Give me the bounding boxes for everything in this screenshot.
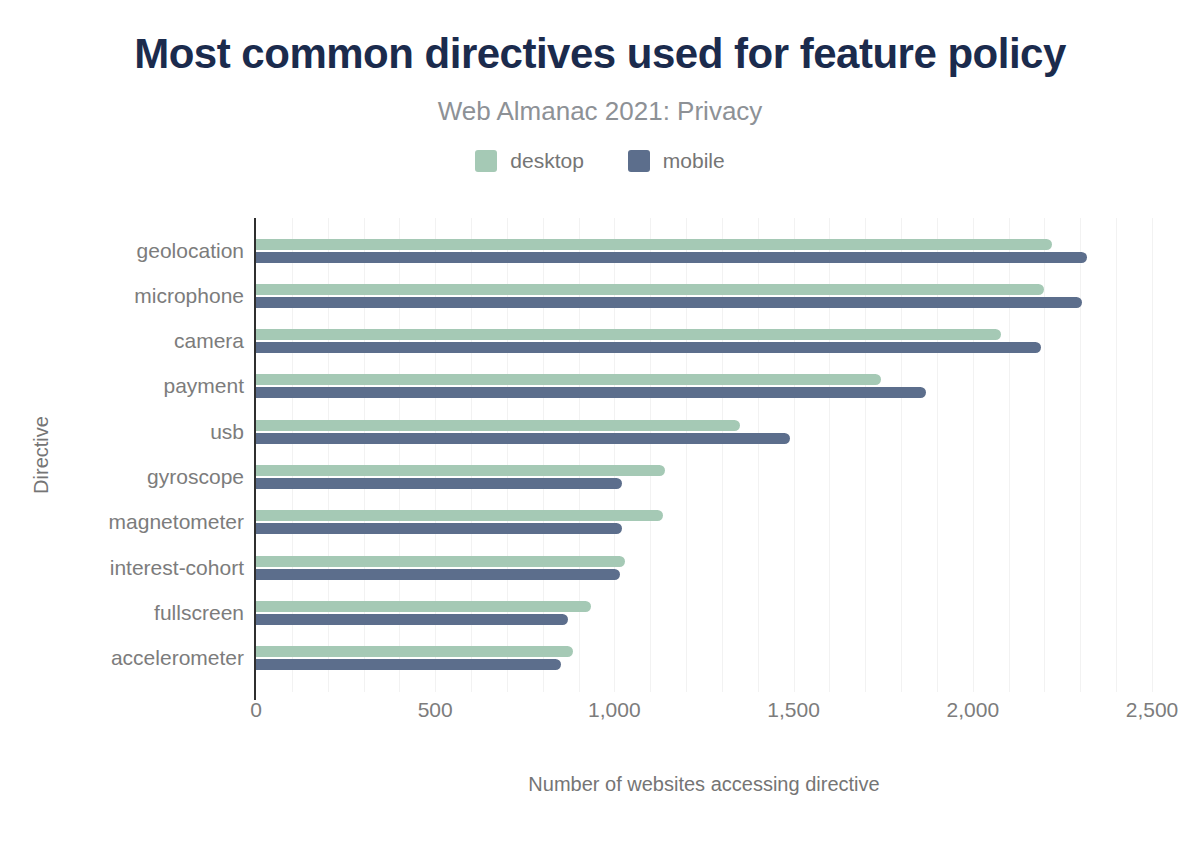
- y-axis-labels: geolocation microphone camera payment usb gyr…: [0, 218, 244, 692]
- category-label-interest-cohort: interest-cohort: [0, 554, 244, 582]
- legend: desktop mobile: [0, 149, 1200, 173]
- category-label-payment: payment: [0, 372, 244, 400]
- legend-item-mobile: mobile: [628, 149, 725, 173]
- category-label-microphone: microphone: [0, 282, 244, 310]
- bar-mobile-gyroscope: [256, 478, 622, 489]
- category-label-magnetometer: magnetometer: [0, 508, 244, 536]
- x-axis-ticks: 05001,0001,5002,0002,500: [256, 698, 1152, 728]
- category-label-geolocation: geolocation: [0, 237, 244, 265]
- bar-mobile-microphone: [256, 297, 1082, 308]
- gridline: [1152, 218, 1153, 692]
- bar-desktop-payment: [256, 374, 881, 385]
- bar-mobile-accelerometer: [256, 659, 561, 670]
- legend-label-mobile: mobile: [663, 149, 725, 173]
- chart-title: Most common directives used for feature …: [0, 30, 1200, 78]
- bar-mobile-magnetometer: [256, 523, 622, 534]
- desktop-swatch-icon: [475, 150, 497, 172]
- plot-area: [256, 218, 1152, 692]
- bar-mobile-payment: [256, 387, 926, 398]
- bar-mobile-fullscreen: [256, 614, 568, 625]
- chart-subtitle: Web Almanac 2021: Privacy: [0, 96, 1200, 127]
- bar-desktop-microphone: [256, 284, 1044, 295]
- mobile-swatch-icon: [628, 150, 650, 172]
- gridline: [1116, 218, 1117, 692]
- legend-item-desktop: desktop: [475, 149, 584, 173]
- x-tick-1500: 1,500: [767, 698, 820, 722]
- bar-desktop-magnetometer: [256, 510, 663, 521]
- x-tick-0: 0: [250, 698, 262, 722]
- category-label-fullscreen: fullscreen: [0, 599, 244, 627]
- bar-desktop-geolocation: [256, 239, 1052, 250]
- bar-desktop-interest-cohort: [256, 556, 625, 567]
- bar-desktop-usb: [256, 420, 740, 431]
- bar-desktop-camera: [256, 329, 1001, 340]
- bar-mobile-usb: [256, 433, 790, 444]
- x-axis-title: Number of websites accessing directive: [528, 773, 879, 796]
- category-label-camera: camera: [0, 327, 244, 355]
- gridline: [1080, 218, 1081, 692]
- bar-mobile-camera: [256, 342, 1041, 353]
- bar-desktop-fullscreen: [256, 601, 591, 612]
- category-label-gyroscope: gyroscope: [0, 463, 244, 491]
- gridline: [1044, 218, 1045, 692]
- x-tick-2000: 2,000: [947, 698, 1000, 722]
- legend-label-desktop: desktop: [510, 149, 584, 173]
- x-tick-1000: 1,000: [588, 698, 641, 722]
- x-tick-2500: 2,500: [1126, 698, 1179, 722]
- bar-desktop-gyroscope: [256, 465, 665, 476]
- category-label-usb: usb: [0, 418, 244, 446]
- category-label-accelerometer: accelerometer: [0, 644, 244, 672]
- bar-mobile-geolocation: [256, 252, 1087, 263]
- x-tick-500: 500: [418, 698, 453, 722]
- bar-desktop-accelerometer: [256, 646, 573, 657]
- bar-mobile-interest-cohort: [256, 569, 620, 580]
